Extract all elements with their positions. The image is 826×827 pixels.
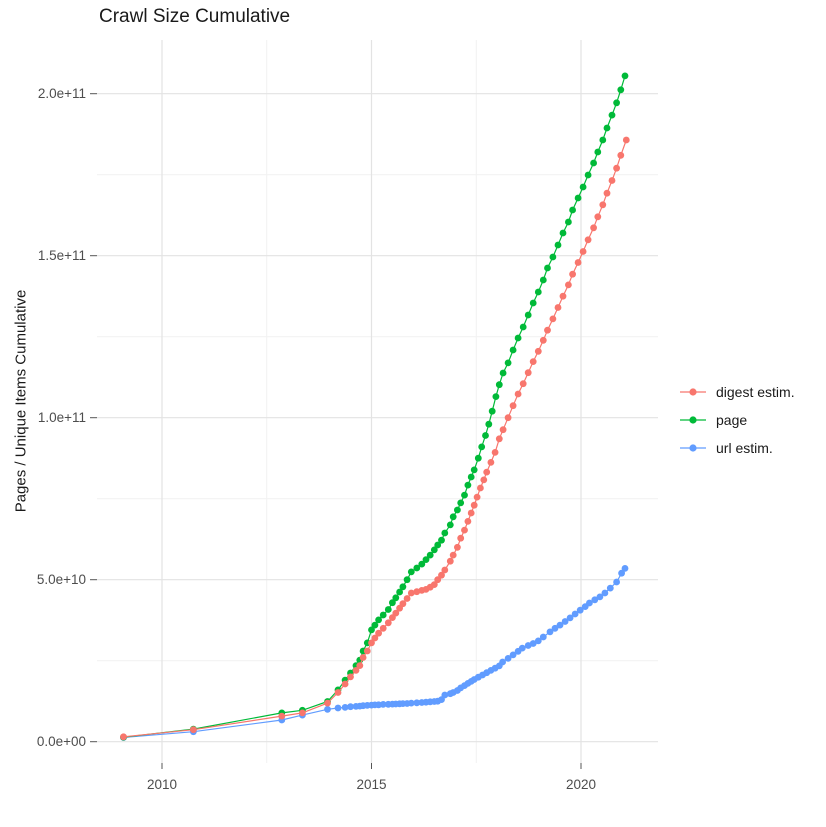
legend-key-digest-estim (680, 388, 706, 396)
y-tick-label-1.0e+11: 1.0e+11 (38, 410, 86, 425)
x-tick-label-2020: 2020 (566, 777, 596, 792)
gridlines-major (97, 40, 658, 763)
series-url-estim (120, 565, 629, 741)
series-page (120, 72, 629, 741)
x-tick-label-2010: 2010 (147, 777, 177, 792)
chart-title: Crawl Size Cumulative (99, 6, 291, 27)
legend-key-url-estim (680, 444, 706, 452)
gridlines-minor (97, 40, 658, 763)
legend-label-page: page (716, 412, 748, 428)
legend-item-url-estim: url estim. (678, 434, 795, 462)
y-tick-label-5.0e+10: 5.0e+10 (37, 572, 86, 587)
series-digest-estim (120, 136, 630, 741)
axis-ticks (90, 93, 582, 769)
y-tick-label-1.5e+11: 1.5e+11 (38, 248, 86, 263)
legend: digest estim. page url estim. (678, 378, 795, 462)
legend-item-page: page (678, 406, 795, 434)
x-tick-label-2015: 2015 (356, 777, 386, 792)
legend-item-digest-estim: digest estim. (678, 378, 795, 406)
legend-key-page (680, 416, 706, 424)
x-axis-tick-labels: 2010 2015 2020 (147, 777, 596, 792)
legend-label-digest-estim: digest estim. (716, 384, 795, 400)
y-axis-tick-labels: 0.0e+00 5.0e+10 1.0e+11 1.5e+11 2.0e+11 (37, 86, 86, 749)
y-tick-label-0.0e+00: 0.0e+00 (37, 734, 86, 749)
legend-label-url-estim: url estim. (716, 440, 773, 456)
y-tick-label-2.0e+11: 2.0e+11 (38, 86, 86, 101)
